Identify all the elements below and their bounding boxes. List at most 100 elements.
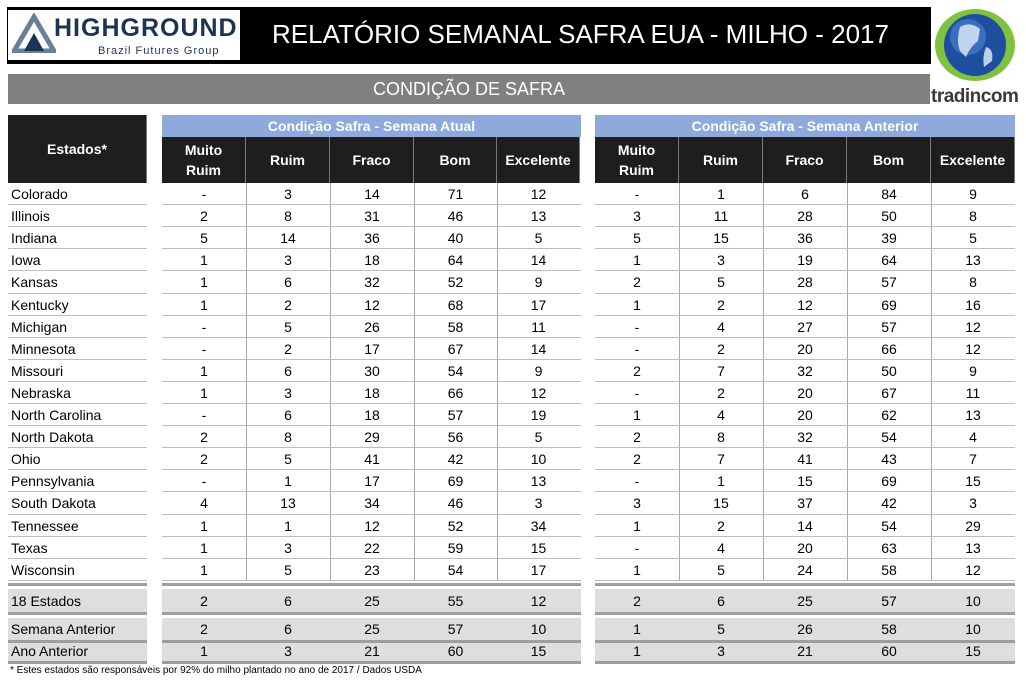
value-previous: 24	[797, 561, 813, 578]
value-current: 9	[534, 274, 543, 291]
value-previous: 2	[717, 517, 725, 534]
value-previous: 5	[717, 561, 725, 578]
state-name: Indiana	[11, 230, 57, 247]
value-current: 15	[530, 643, 547, 659]
value-previous: 11	[965, 384, 981, 401]
totals-divider	[162, 640, 581, 643]
value-previous: 11	[713, 208, 729, 225]
row-divider	[595, 447, 1015, 449]
value-previous: 13	[965, 252, 981, 269]
value-previous: 6	[801, 186, 809, 203]
value-current: 69	[447, 473, 464, 490]
value-current: 26	[364, 318, 380, 335]
value-current: 52	[447, 517, 464, 534]
column-header-current: Bom	[414, 137, 497, 183]
value-previous: 57	[881, 318, 897, 335]
value-current: 14	[280, 230, 296, 247]
state-name: Texas	[11, 539, 48, 556]
value-current: 21	[364, 643, 380, 659]
value-current: 12	[530, 186, 547, 203]
column-header-previous: Fraco	[763, 137, 847, 183]
row-divider	[595, 380, 1015, 382]
row-divider	[595, 535, 1015, 537]
value-current: 12	[530, 592, 547, 609]
value-previous: 1	[633, 561, 641, 578]
value-current: 2	[200, 429, 208, 446]
totals-band	[595, 589, 1015, 612]
value-current: 52	[447, 274, 464, 291]
group-header-previous: Condição Safra - Semana Anterior	[595, 115, 1015, 137]
row-divider	[595, 579, 1015, 581]
value-current: 5	[200, 230, 208, 247]
value-current: 3	[284, 384, 292, 401]
value-previous: 14	[797, 517, 813, 534]
value-current: 1	[284, 517, 292, 534]
value-current: 25	[364, 592, 380, 609]
value-previous: 50	[881, 362, 897, 379]
value-previous: -	[634, 318, 640, 335]
value-previous: 20	[797, 384, 813, 401]
value-current: 5	[534, 230, 543, 247]
value-previous: 10	[965, 592, 981, 609]
state-name: Semana Anterior	[11, 621, 116, 637]
value-current: 1	[200, 561, 208, 578]
value-current: 34	[364, 495, 380, 512]
row-divider	[8, 292, 147, 294]
state-name: Michigan	[11, 318, 68, 335]
value-current: -	[201, 407, 207, 424]
totals-divider	[8, 661, 147, 664]
value-previous: 1	[717, 473, 725, 490]
value-previous: 8	[717, 429, 725, 446]
value-current: 1	[200, 296, 208, 313]
value-previous: -	[634, 186, 640, 203]
value-previous: 19	[797, 252, 813, 269]
value-current: 14	[530, 340, 547, 357]
value-current: -	[201, 318, 207, 335]
row-divider	[162, 447, 581, 449]
state-name: Kansas	[11, 274, 58, 291]
column-header-current: Muito Ruim	[162, 137, 246, 183]
row-divider	[8, 491, 147, 493]
value-previous: 84	[881, 186, 897, 203]
value-current: 56	[447, 429, 464, 446]
tradincom-brand: tradincom	[931, 86, 1019, 107]
row-divider	[595, 557, 1015, 559]
value-current: 40	[447, 230, 464, 247]
value-previous: 39	[881, 230, 897, 247]
value-current: 5	[284, 561, 292, 578]
value-current: 60	[447, 643, 464, 659]
value-current: 8	[284, 208, 292, 225]
value-current: 2	[284, 296, 292, 313]
row-divider	[8, 579, 147, 581]
value-current: 18	[364, 407, 380, 424]
value-current: 41	[364, 451, 380, 468]
value-current: 6	[284, 362, 292, 379]
state-name: Illinois	[11, 208, 50, 225]
value-previous: 3	[717, 643, 725, 659]
value-previous: 28	[797, 208, 813, 225]
row-divider	[8, 336, 147, 338]
row-divider	[8, 425, 147, 427]
value-current: 2	[200, 208, 208, 225]
value-previous: 2	[717, 384, 725, 401]
value-previous: 12	[797, 296, 813, 313]
value-previous: 2	[633, 274, 641, 291]
row-divider	[162, 270, 581, 272]
row-divider	[595, 314, 1015, 316]
row-divider	[162, 513, 581, 515]
value-current: 12	[364, 517, 380, 534]
value-current: 9	[534, 362, 543, 379]
value-previous: 25	[797, 592, 813, 609]
value-previous: 4	[969, 429, 977, 446]
column-divider	[679, 183, 680, 581]
value-current: 6	[284, 621, 292, 637]
row-divider	[595, 336, 1015, 338]
column-header-current: Fraco	[330, 137, 414, 183]
value-current: 36	[364, 230, 380, 247]
totals-divider	[8, 640, 147, 643]
row-divider	[162, 425, 581, 427]
value-previous: 58	[881, 621, 897, 637]
value-current: 2	[200, 621, 208, 637]
value-current: 12	[364, 296, 380, 313]
row-divider	[162, 535, 581, 537]
